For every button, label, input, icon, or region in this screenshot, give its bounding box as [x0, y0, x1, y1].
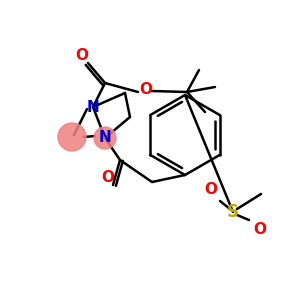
Text: O: O [140, 82, 152, 98]
Text: O: O [254, 223, 266, 238]
Text: O: O [76, 47, 88, 62]
Text: O: O [205, 182, 218, 197]
Text: S: S [227, 203, 239, 221]
Text: N: N [87, 100, 99, 115]
Circle shape [94, 127, 116, 149]
Circle shape [58, 123, 86, 151]
Text: N: N [99, 130, 111, 146]
Text: O: O [101, 169, 115, 184]
